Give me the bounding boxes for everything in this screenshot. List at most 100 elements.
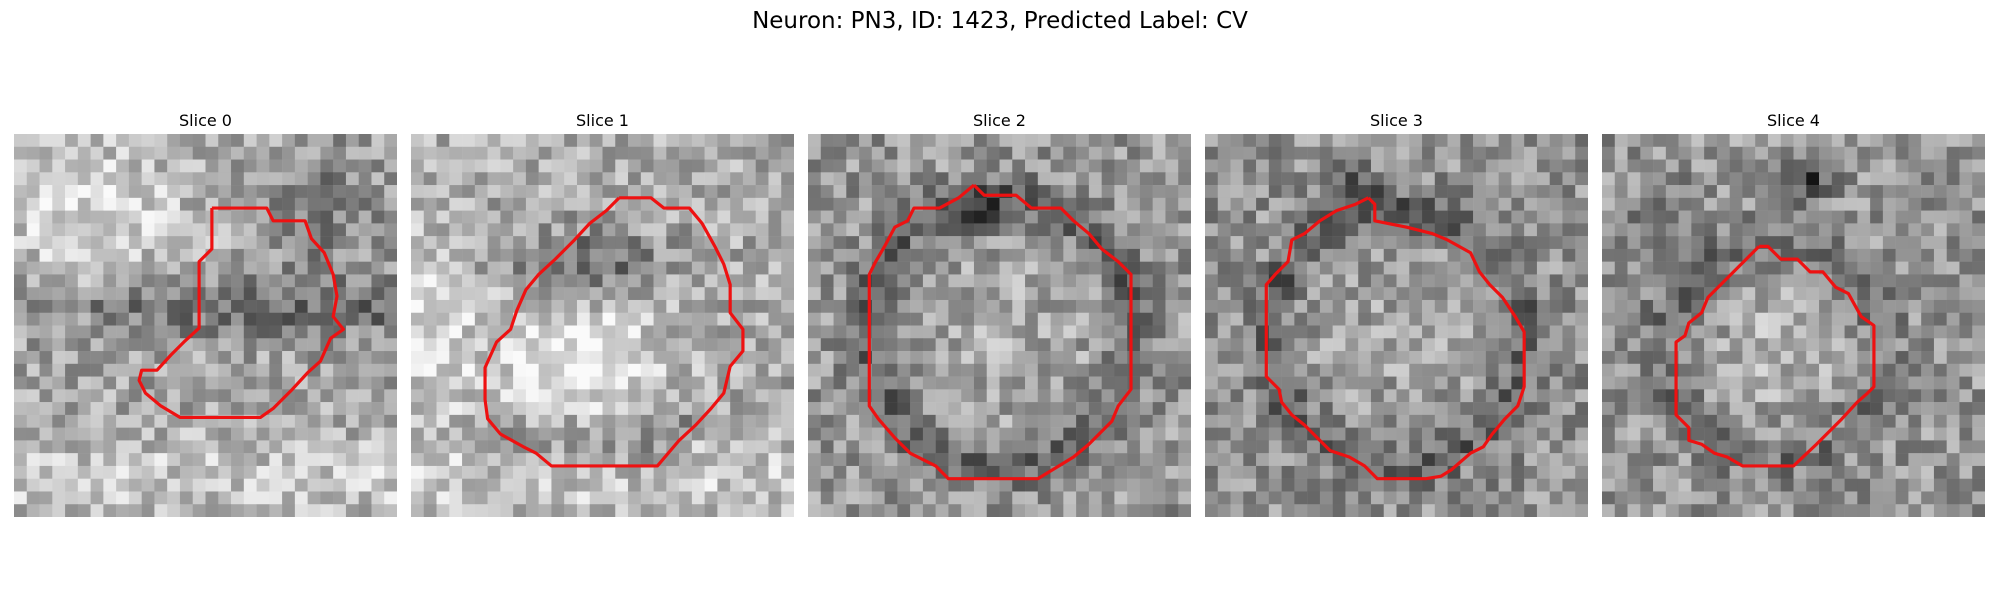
- pixel: [1217, 197, 1231, 211]
- pixel: [935, 223, 949, 237]
- pixel: [1602, 236, 1616, 250]
- pixel: [1383, 440, 1397, 454]
- pixel: [1383, 491, 1397, 505]
- pixel: [1959, 223, 1973, 237]
- pixel: [1370, 414, 1384, 428]
- pixel: [589, 287, 603, 301]
- pixel: [833, 185, 847, 199]
- pixel: [1536, 414, 1550, 428]
- pixel: [1691, 287, 1705, 301]
- pixel: [564, 159, 578, 173]
- pixel: [411, 491, 425, 505]
- pixel: [1370, 402, 1384, 416]
- pixel: [1691, 146, 1705, 160]
- pixel: [1678, 453, 1692, 467]
- pixel: [1101, 274, 1115, 288]
- pixel: [513, 146, 527, 160]
- pixel: [192, 491, 206, 505]
- pixel: [179, 478, 193, 492]
- pixel: [1127, 440, 1141, 454]
- pixel: [820, 465, 834, 479]
- pixel: [589, 402, 603, 416]
- pixel: [345, 465, 359, 479]
- pixel: [1127, 414, 1141, 428]
- pixel: [205, 185, 219, 199]
- pixel: [449, 197, 463, 211]
- pixel: [1946, 491, 1960, 505]
- pixel: [1358, 363, 1372, 377]
- pixel: [26, 440, 40, 454]
- pixel: [1780, 236, 1794, 250]
- pixel: [742, 338, 756, 352]
- pixel: [833, 197, 847, 211]
- pixel: [871, 453, 885, 467]
- pixel: [973, 312, 987, 326]
- pixel: [1627, 376, 1641, 390]
- pixel: [730, 134, 744, 148]
- pixel: [973, 223, 987, 237]
- pixel: [538, 185, 552, 199]
- pixel: [1319, 453, 1333, 467]
- pixel: [1933, 236, 1947, 250]
- pixel: [1742, 351, 1756, 365]
- pixel: [1307, 172, 1321, 186]
- pixel: [26, 478, 40, 492]
- pixel: [1755, 363, 1769, 377]
- pixel: [1383, 236, 1397, 250]
- pixel: [1729, 210, 1743, 224]
- pixel: [1281, 312, 1295, 326]
- pixel: [999, 248, 1013, 262]
- pixel: [1012, 414, 1026, 428]
- pixel: [1921, 389, 1935, 403]
- pixel: [576, 274, 590, 288]
- pixel: [358, 504, 372, 517]
- pixel: [1268, 248, 1282, 262]
- pixel: [1139, 325, 1153, 339]
- pixel: [973, 159, 987, 173]
- pixel: [704, 248, 718, 262]
- pixel: [999, 197, 1013, 211]
- pixel: [1767, 197, 1781, 211]
- pixel: [243, 465, 257, 479]
- pixel: [961, 172, 975, 186]
- pixel: [615, 389, 629, 403]
- pixel: [1562, 414, 1576, 428]
- pixel: [371, 299, 385, 313]
- pixel: [294, 465, 308, 479]
- pixel: [935, 453, 949, 467]
- pixel: [77, 338, 91, 352]
- pixel: [294, 134, 308, 148]
- pixel: [384, 274, 397, 288]
- pixel: [551, 351, 565, 365]
- pixel: [1767, 185, 1781, 199]
- pixel: [1152, 325, 1166, 339]
- pixel: [269, 453, 283, 467]
- pixel: [1307, 504, 1321, 517]
- pixel: [1678, 504, 1692, 517]
- pixel: [525, 338, 539, 352]
- pixel: [1101, 363, 1115, 377]
- pixel: [333, 363, 347, 377]
- pixel: [1294, 351, 1308, 365]
- pixel: [679, 440, 693, 454]
- pixel: [1025, 299, 1039, 313]
- pixel: [77, 504, 91, 517]
- pixel: [1114, 172, 1128, 186]
- pixel: [1281, 325, 1295, 339]
- pixel: [679, 299, 693, 313]
- pixel: [128, 312, 142, 326]
- pixel: [679, 223, 693, 237]
- pixel: [615, 197, 629, 211]
- pixel: [704, 210, 718, 224]
- pixel: [1037, 185, 1051, 199]
- pixel: [859, 197, 873, 211]
- pixel: [1460, 159, 1474, 173]
- pixel: [384, 197, 397, 211]
- pixel: [1857, 223, 1871, 237]
- pixel: [487, 312, 501, 326]
- pixel: [1076, 197, 1090, 211]
- pixel: [1972, 261, 1985, 275]
- pixel: [935, 134, 949, 148]
- pixel: [77, 402, 91, 416]
- pixel: [755, 159, 769, 173]
